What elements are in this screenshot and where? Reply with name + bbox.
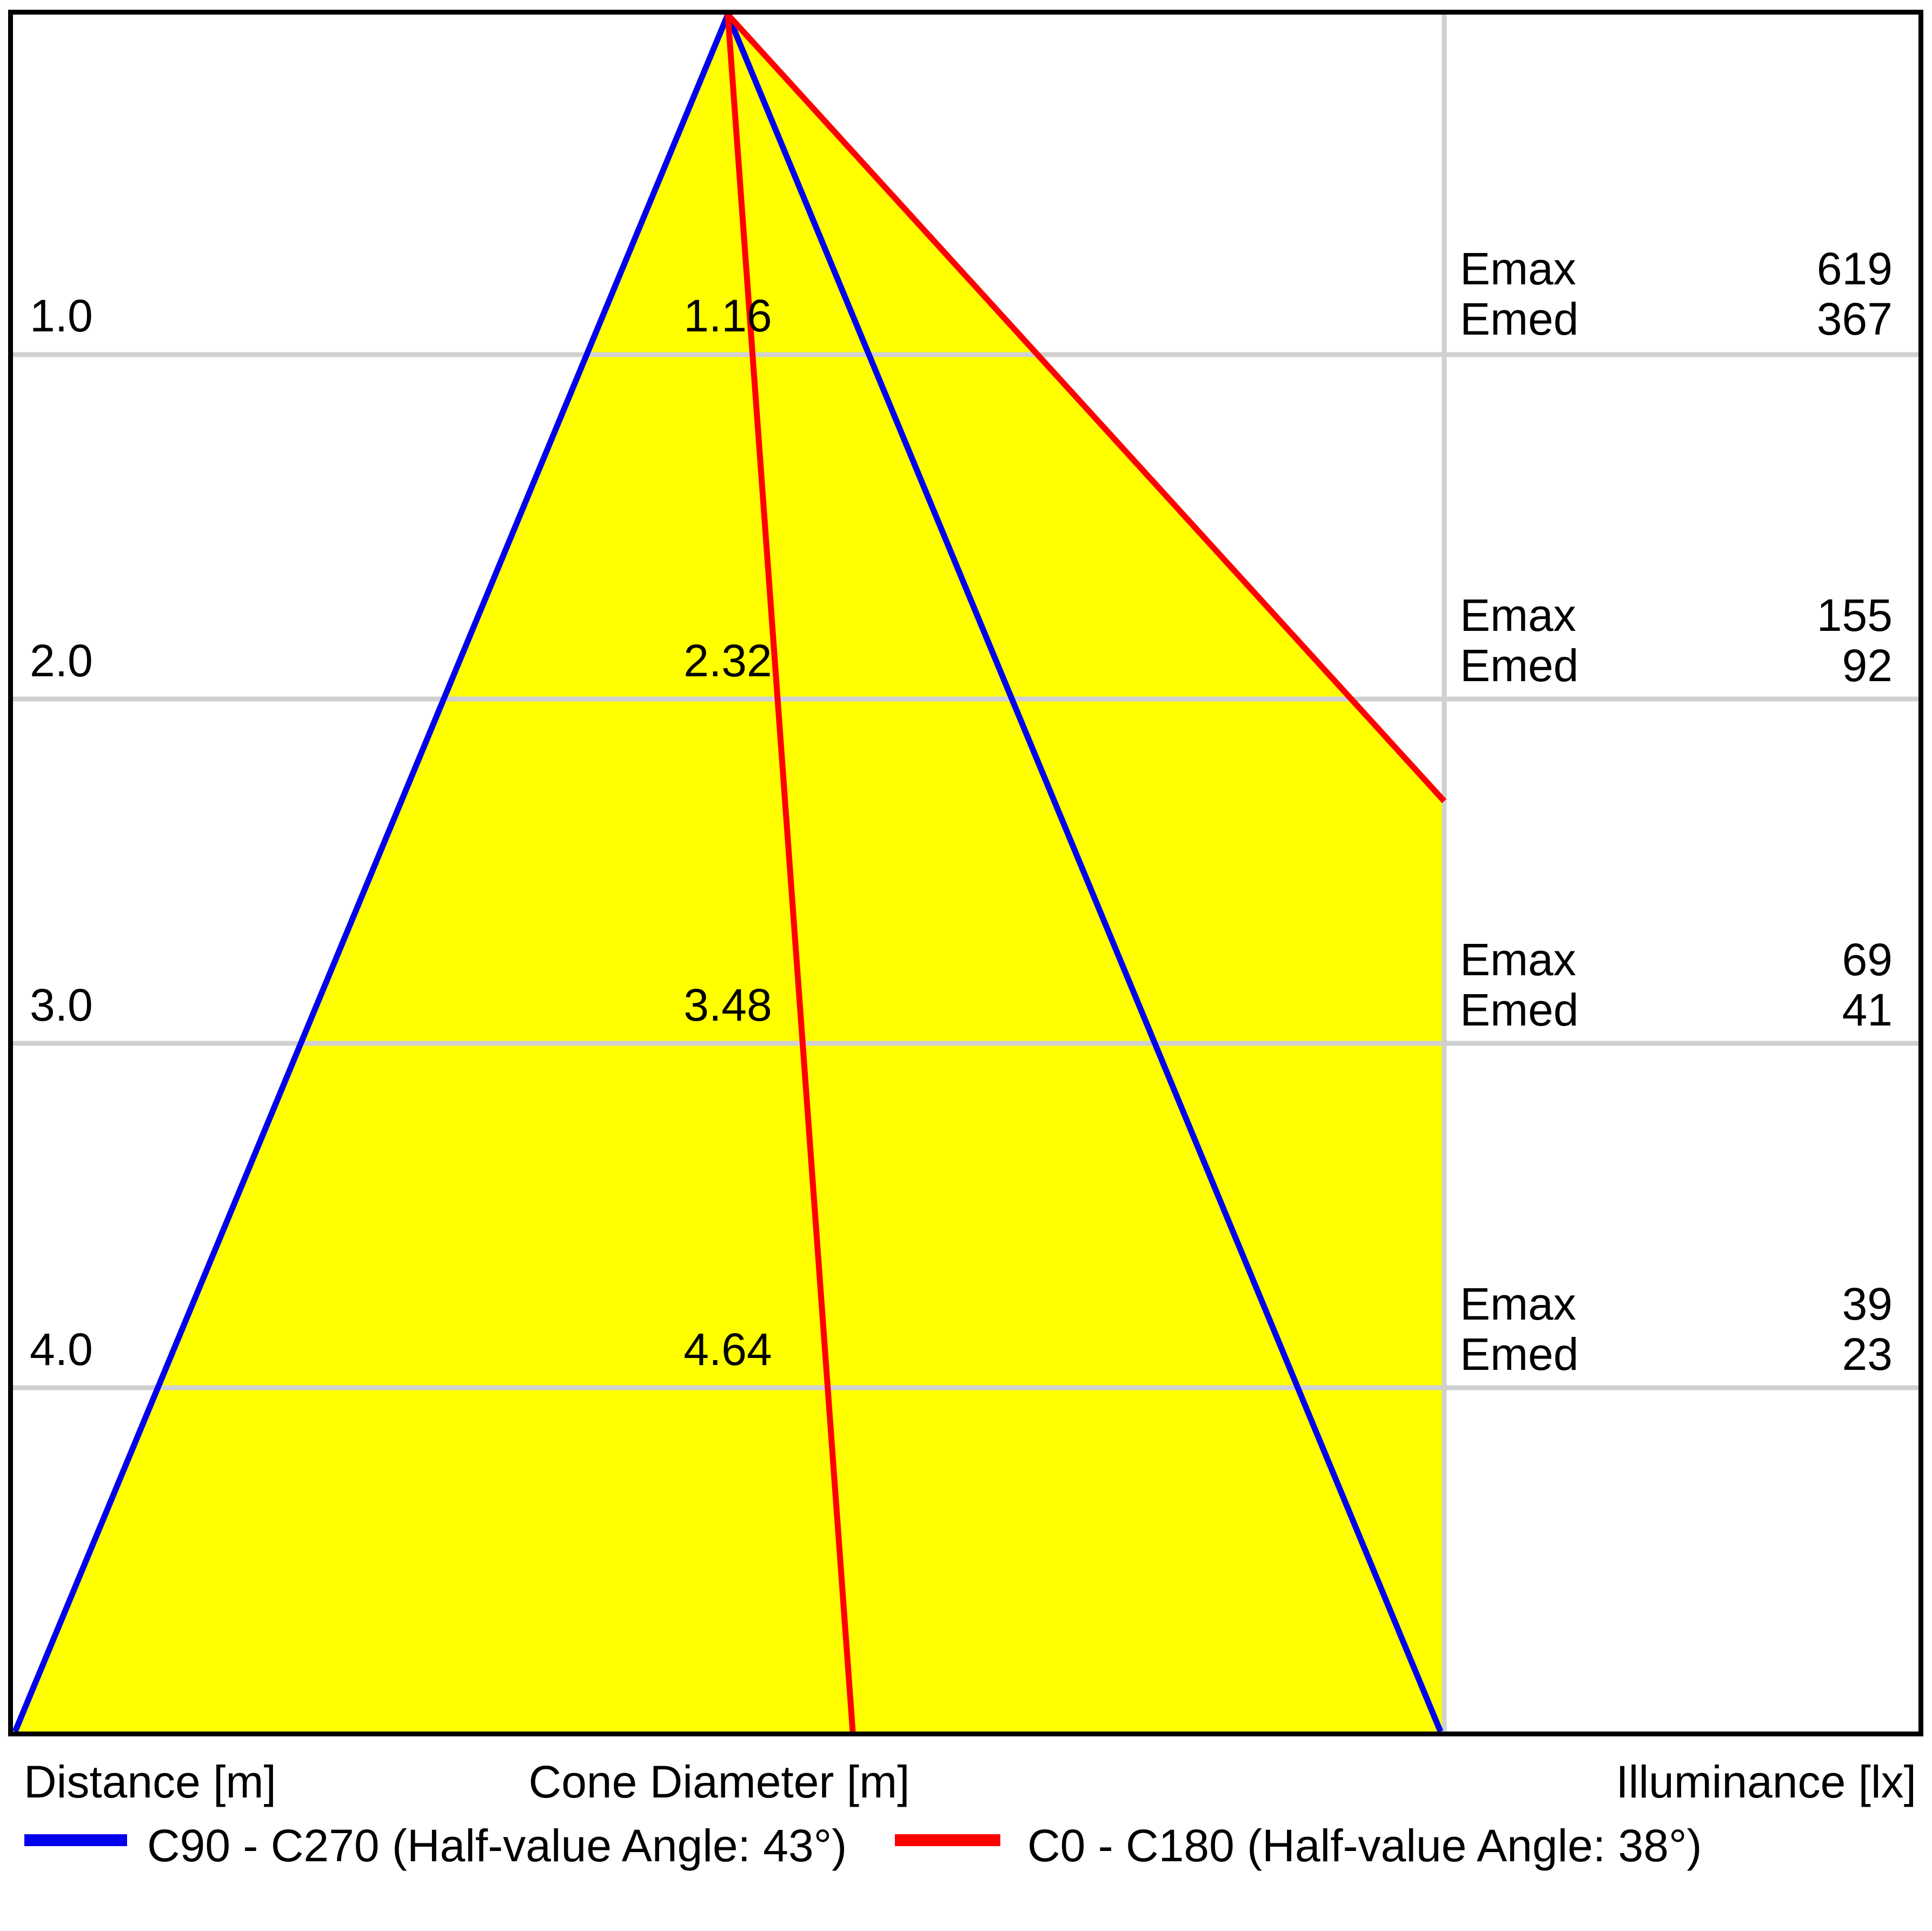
emax-label: Emax [1460, 934, 1576, 985]
c0-c180-legend-label: C0 - C180 (Half-value Angle: 38°) [1027, 1820, 1702, 1871]
distance-axis-title: Distance [m] [24, 1756, 276, 1807]
c0-c180-legend-swatch [895, 1834, 1000, 1846]
cone-diameter-label-2m: 2.32 [683, 635, 772, 686]
c90-c270-right-line [725, 15, 1444, 1732]
cone-diameter-label-1m: 1.16 [683, 290, 772, 341]
emed-label: Emed [1460, 984, 1579, 1035]
illuminance-row-2m: Emax 155 Emed 92 [1460, 590, 1893, 691]
distance-label-1m: 1.0 [30, 290, 93, 341]
emed-line: Emed 41 [1460, 985, 1893, 1035]
emed-line: Emed 92 [1460, 641, 1893, 691]
emed-value: 41 [1842, 984, 1893, 1035]
emed-label: Emed [1460, 640, 1579, 691]
emax-value: 155 [1816, 590, 1893, 641]
c0-c180-right-line [725, 15, 1447, 803]
c90-c270-legend-label: C90 - C270 (Half-value Angle: 43°) [147, 1820, 847, 1871]
emed-label: Emed [1460, 1329, 1579, 1380]
c90-c270-legend-color [24, 1834, 127, 1846]
emed-value: 367 [1816, 294, 1893, 344]
cone-diameter-label-3m: 3.48 [683, 980, 772, 1030]
distance-label-2m: 2.0 [30, 635, 93, 686]
illuminance-axis-title: Illuminance [lx] [1616, 1756, 1916, 1807]
distance-label-4m: 4.0 [30, 1324, 93, 1375]
c90-c270-legend-swatch [24, 1834, 127, 1846]
emed-value: 92 [1842, 640, 1893, 691]
light-beam-area [15, 15, 1444, 1732]
emax-value: 39 [1842, 1279, 1893, 1329]
c0-c180-legend-color [895, 1834, 1000, 1846]
illuminance-row-1m: Emax 619 Emed 367 [1460, 244, 1893, 344]
cone-diameter-label-4m: 4.64 [683, 1324, 772, 1375]
emed-line: Emed 23 [1460, 1329, 1893, 1380]
emed-line: Emed 367 [1460, 294, 1893, 344]
cone-plot [13, 15, 1918, 1732]
emax-value: 69 [1842, 934, 1893, 985]
emed-label: Emed [1460, 294, 1579, 344]
emax-line: Emax 619 [1460, 244, 1893, 294]
emed-value: 23 [1842, 1329, 1893, 1380]
distance-label-3m: 3.0 [30, 980, 93, 1030]
emax-line: Emax 39 [1460, 1279, 1893, 1329]
illuminance-row-4m: Emax 39 Emed 23 [1460, 1279, 1893, 1380]
emax-label: Emax [1460, 1279, 1576, 1329]
emax-value: 619 [1816, 243, 1893, 294]
c0-c180-left-line [725, 15, 856, 1732]
cone-diameter-axis-title: Cone Diameter [m] [528, 1756, 910, 1807]
emax-label: Emax [1460, 243, 1576, 294]
emax-line: Emax 155 [1460, 590, 1893, 641]
emax-label: Emax [1460, 590, 1576, 641]
c90-c270-left-line [13, 15, 731, 1732]
illuminance-row-3m: Emax 69 Emed 41 [1460, 935, 1893, 1035]
diagram-frame [8, 10, 1923, 1736]
emax-line: Emax 69 [1460, 935, 1893, 985]
